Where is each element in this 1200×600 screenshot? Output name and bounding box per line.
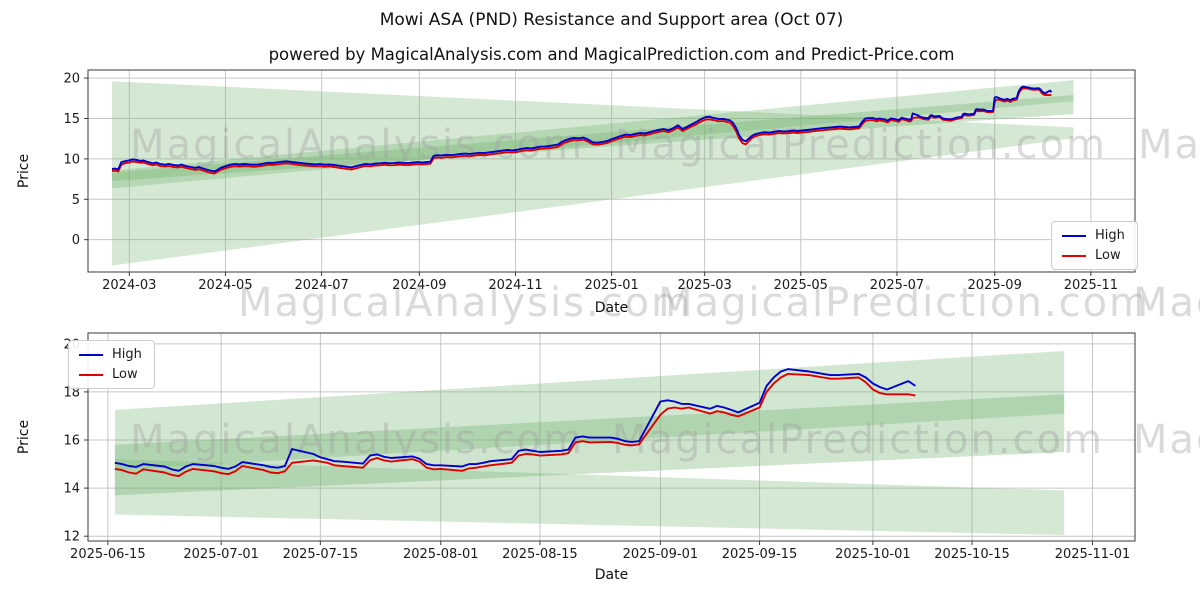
y-tick-label: 20 <box>63 72 80 87</box>
x-tick-label: 2025-07 <box>870 278 924 293</box>
watermark-text: MagicalAnalysis.com <box>130 122 584 168</box>
top-chart-legend: High Low <box>1051 221 1138 270</box>
x-tick-label: 2025-01 <box>584 278 638 293</box>
support-resistance-band <box>112 95 1074 182</box>
top-chart-ylabel: Price <box>16 153 32 189</box>
x-tick-label: 2025-11-01 <box>1055 547 1131 562</box>
frame-recent-zoom: 2025-06-15 2025-07-01 2025-07-15 2025-08-01… <box>63 332 1136 562</box>
legend-label-low: Low <box>1095 248 1121 263</box>
watermark-text: MagicalAnalysis.com <box>238 280 692 326</box>
support-resistance-band <box>114 394 1065 496</box>
legend-item-high: High <box>79 348 142 361</box>
x-tick-label: 2025-09 <box>968 278 1022 293</box>
x-tick-label: 2025-03 <box>677 278 731 293</box>
watermark-text: MagicalPrediction.com <box>615 122 1107 168</box>
y-tick-label: 16 <box>63 434 80 449</box>
x-tick-label: 2025-09-15 <box>722 547 798 562</box>
watermark-text: MagicalAnalysis.com <box>130 417 584 463</box>
legend-label-high: High <box>1095 228 1125 243</box>
support-resistance-band <box>112 80 1074 189</box>
watermark-text: MagicalPrediction.com <box>658 280 1150 326</box>
x-tick-label: 2024-03 <box>102 278 156 293</box>
y-tick-label: 15 <box>63 112 80 127</box>
support-resistance-band <box>114 459 1065 535</box>
low-line-swatch <box>79 373 103 376</box>
grid-recent-zoom <box>88 333 1135 541</box>
x-tick-label: 2025-05 <box>774 278 828 293</box>
support-resistance-band <box>114 351 1065 471</box>
x-tick-label: 2025-09-01 <box>623 547 699 562</box>
series-recent-zoom <box>114 368 916 478</box>
bottom-chart-xlabel: Date <box>594 567 629 583</box>
x-tick-label: 2025-11 <box>1064 278 1118 293</box>
y-tick-label: 0 <box>72 233 80 248</box>
low-line <box>111 87 1052 175</box>
top-chart-xlabel: Date <box>594 300 629 316</box>
x-tick-label: 2025-06-15 <box>70 547 146 562</box>
y-tick-label: 14 <box>63 482 80 497</box>
legend-label-low: Low <box>112 367 138 382</box>
x-tick-label: 2025-08-15 <box>502 547 578 562</box>
x-tick-label: 2024-07 <box>294 278 348 293</box>
bottom-chart-ylabel: Price <box>16 419 32 455</box>
frame-full-history: 2024-03 2024-05 2024-07 2024-09 2024-11 2025-… <box>63 69 1136 293</box>
watermark-text: MagicalAnalysis.com <box>1133 280 1200 326</box>
legend-item-low: Low <box>79 368 142 381</box>
bottom-chart-legend: High Low <box>68 340 155 389</box>
x-tick-label: 2025-07-01 <box>183 547 259 562</box>
high-line-swatch <box>1062 234 1086 237</box>
high-line-swatch <box>79 353 103 356</box>
legend-item-low: Low <box>1062 249 1125 262</box>
low-line <box>114 372 916 478</box>
y-tick-label: 5 <box>72 193 80 208</box>
plot-border <box>87 332 1136 542</box>
chart-subtitle: powered by MagicalAnalysis.com and Magic… <box>268 45 955 64</box>
chart-title: Mowi ASA (PND) Resistance and Support ar… <box>379 10 844 30</box>
x-tick-label: 2024-11 <box>488 278 542 293</box>
y-tick-label: 12 <box>63 530 80 545</box>
high-line <box>111 85 1053 173</box>
x-tick-label: 2025-10-15 <box>934 547 1010 562</box>
legend-label-high: High <box>112 347 142 362</box>
bands-full-history <box>112 80 1074 266</box>
watermark-text: MagicalAnalysis.com <box>1138 122 1200 168</box>
x-tick-label: 2024-09 <box>392 278 446 293</box>
x-tick-label: 2024-05 <box>198 278 252 293</box>
high-line <box>114 368 916 472</box>
legend-item-high: High <box>1062 229 1125 242</box>
x-tick-label: 2025-08-01 <box>403 547 479 562</box>
y-tick-label: 18 <box>63 385 80 400</box>
bands-recent-zoom <box>114 351 1065 535</box>
watermark-text: MagicalAnalysis.com <box>1133 417 1200 463</box>
watermark-text: MagicalPrediction.com <box>612 417 1104 463</box>
low-line-swatch <box>1062 254 1086 257</box>
x-tick-label: 2025-10-01 <box>835 547 911 562</box>
x-tick-label: 2025-07-15 <box>283 547 359 562</box>
y-tick-label: 10 <box>63 152 80 167</box>
series-full-history <box>111 85 1053 175</box>
